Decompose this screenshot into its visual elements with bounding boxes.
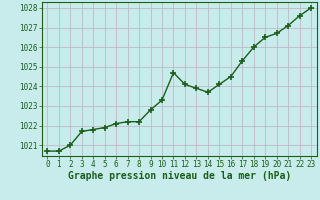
X-axis label: Graphe pression niveau de la mer (hPa): Graphe pression niveau de la mer (hPa): [68, 171, 291, 181]
